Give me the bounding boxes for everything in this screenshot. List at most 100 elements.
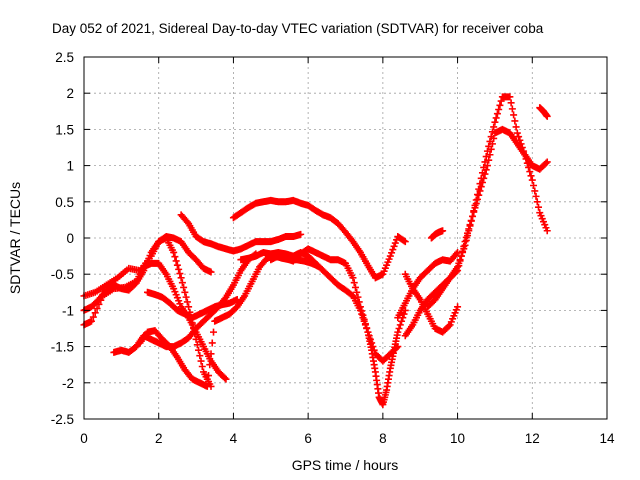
data-point (197, 357, 205, 365)
data-point (515, 133, 523, 141)
data-point (470, 207, 478, 215)
series-3 (110, 250, 260, 356)
data-point (400, 237, 408, 245)
data-point (170, 248, 178, 256)
data-point (350, 279, 358, 287)
data-point (511, 117, 519, 125)
y-tick-label: 2.5 (55, 50, 74, 65)
data-point (531, 187, 539, 195)
series-6 (177, 211, 305, 255)
y-tick-label: 1 (66, 159, 74, 174)
data-point (464, 232, 472, 240)
data-point (485, 156, 493, 164)
data-point (206, 361, 214, 369)
data-point (396, 321, 404, 329)
data-point (456, 256, 464, 264)
data-point (520, 147, 528, 155)
data-point (207, 350, 215, 358)
data-point (516, 136, 524, 144)
data-point (195, 346, 203, 354)
y-axis-label: SDTVAR / TECUs (7, 182, 23, 294)
x-tick-label: 8 (379, 431, 387, 446)
series-5 (144, 288, 241, 322)
data-point (481, 158, 489, 166)
data-point (171, 253, 179, 261)
data-points (80, 93, 551, 409)
data-point (483, 147, 491, 155)
data-point (358, 307, 366, 315)
data-point (472, 196, 480, 204)
data-point (349, 274, 357, 282)
x-tick-label: 14 (599, 431, 615, 446)
data-point (473, 191, 481, 199)
data-point (394, 328, 402, 336)
data-point (398, 317, 406, 325)
series-14 (427, 227, 447, 242)
grid (84, 57, 607, 419)
data-point (363, 324, 371, 332)
series-7 (229, 196, 409, 282)
data-point (486, 151, 494, 159)
y-tick-label: -2 (62, 376, 74, 391)
data-point (178, 279, 186, 287)
data-point (176, 270, 184, 278)
data-point (173, 261, 181, 269)
data-point (526, 168, 534, 176)
y-tick-label: 0.5 (55, 195, 74, 210)
data-point (477, 174, 485, 182)
data-point (361, 320, 369, 328)
data-point (471, 201, 479, 209)
data-point (91, 309, 99, 317)
data-point (483, 162, 491, 170)
data-point (180, 283, 188, 291)
data-point (495, 105, 503, 113)
data-point (391, 239, 399, 247)
data-point (459, 248, 467, 256)
data-point (507, 99, 515, 107)
data-point (203, 382, 211, 390)
data-point (465, 227, 473, 235)
data-point (354, 293, 362, 301)
data-point (486, 137, 494, 145)
y-tick-label: -1.5 (51, 340, 74, 355)
series-9 (267, 245, 409, 409)
data-point (205, 372, 213, 380)
data-point (177, 274, 185, 282)
y-tick-label: 1.5 (55, 122, 74, 137)
axis-ticks: 0 2 4 6 8 10 12 14 -2.5 -2 -1.5 -1 -0.5 0 0.5 1 1.5 2 2.5 (51, 50, 615, 446)
data-point (462, 236, 470, 244)
series-2 (80, 234, 215, 390)
series-11 (401, 270, 462, 336)
data-point (542, 159, 550, 167)
data-point (207, 268, 215, 276)
data-point (360, 315, 368, 323)
data-point (386, 252, 394, 260)
y-tick-label: -2.5 (51, 412, 74, 427)
data-point (445, 322, 453, 330)
data-point (517, 140, 525, 148)
data-point (490, 123, 498, 131)
data-point (535, 203, 543, 211)
data-point (475, 185, 483, 193)
y-tick-label: 2 (66, 86, 74, 101)
x-tick-label: 10 (450, 431, 465, 446)
data-point (196, 352, 204, 360)
data-point (497, 97, 505, 105)
data-point (543, 112, 551, 120)
data-point (467, 217, 475, 225)
x-tick-label: 0 (80, 431, 88, 446)
data-point (208, 339, 216, 347)
data-point (525, 163, 533, 171)
data-point (487, 133, 495, 141)
data-point (388, 249, 396, 257)
y-tick-label: -1 (62, 303, 74, 318)
data-point (478, 169, 486, 177)
data-point (93, 305, 101, 313)
data-point (353, 288, 361, 296)
data-point (389, 246, 397, 254)
data-point (512, 123, 520, 131)
data-point (221, 374, 229, 382)
data-point (390, 242, 398, 250)
data-point (172, 257, 180, 265)
x-tick-label: 2 (155, 431, 163, 446)
